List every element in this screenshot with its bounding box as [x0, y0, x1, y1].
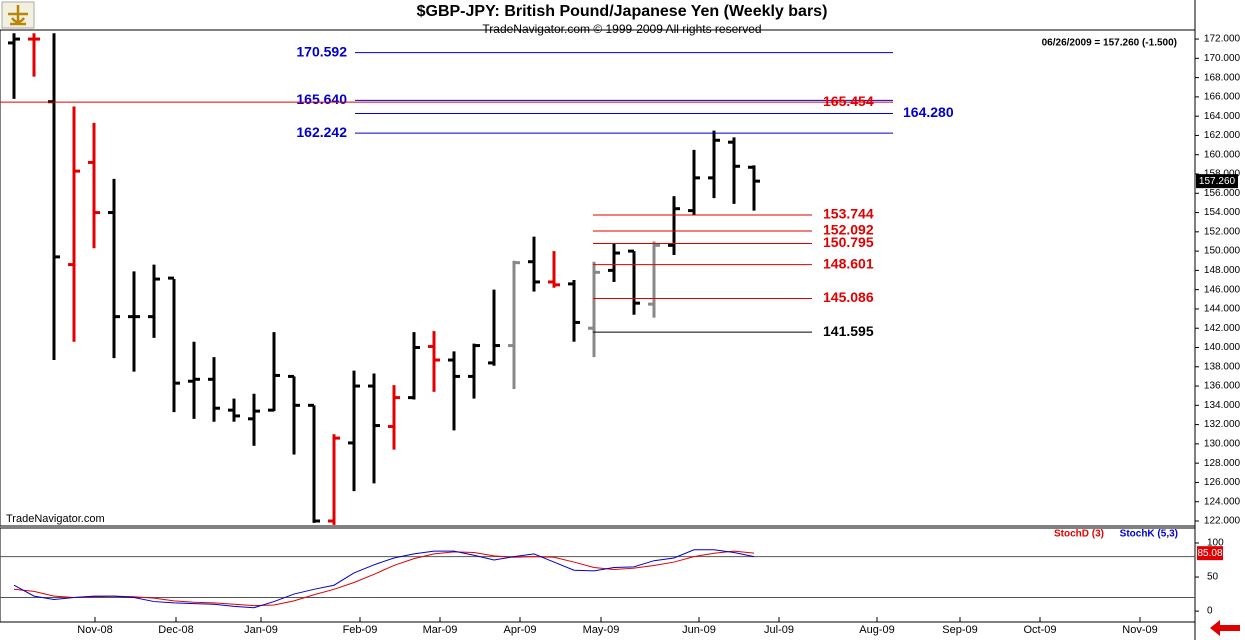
level-label: 162.242	[296, 124, 347, 140]
level-label: 141.595	[823, 323, 874, 339]
y-tick-label: 138.000	[1204, 361, 1241, 372]
y-tick-label: 134.000	[1204, 400, 1241, 411]
y-tick-label: 0	[1207, 606, 1213, 617]
x-tick-label: Jan-09	[244, 624, 278, 636]
x-tick-label: Nov-08	[77, 624, 112, 636]
y-tick-label: 146.000	[1204, 284, 1241, 295]
stoch-line	[13, 550, 755, 607]
x-tick-label: Mar-09	[423, 624, 458, 636]
y-tick-label: 170.000	[1204, 53, 1241, 64]
last-price-label: 157.260	[1199, 176, 1236, 187]
level-label: 153.744	[823, 206, 874, 222]
legend-entry: StochD (3)	[1054, 529, 1104, 540]
y-tick-label: 166.000	[1204, 92, 1241, 103]
level-label: 150.795	[823, 234, 874, 250]
x-tick-label: Apr-09	[503, 624, 536, 636]
y-tick-label: 148.000	[1204, 265, 1241, 276]
last-value-box	[1197, 546, 1223, 561]
y-tick-label: 152.000	[1204, 226, 1241, 237]
y-tick-label: 124.000	[1204, 496, 1241, 507]
chart-subtitle: TradeNavigator.com © 1999-2009 All right…	[482, 22, 761, 36]
level-label: 148.601	[823, 255, 874, 271]
y-tick-label: 136.000	[1204, 381, 1241, 392]
x-tick-label: Aug-09	[859, 624, 894, 636]
y-tick-label: 126.000	[1204, 477, 1241, 488]
last-price-box	[1196, 174, 1238, 189]
last-value-label: 85.08	[1197, 548, 1222, 559]
y-tick-label: 156.000	[1204, 188, 1241, 199]
x-tick-label: Feb-09	[343, 624, 378, 636]
level-label: 165.454	[823, 93, 874, 109]
y-tick-label: 128.000	[1204, 458, 1241, 469]
y-tick-label: 162.000	[1204, 130, 1241, 141]
x-tick-label: Jul-09	[764, 624, 794, 636]
y-tick-label: 150.000	[1204, 246, 1241, 257]
x-tick-label: Oct-09	[1023, 624, 1056, 636]
x-tick-label: May-09	[583, 624, 620, 636]
last-quote: 06/26/2009 = 157.260 (-1.500)	[1042, 38, 1177, 49]
y-tick-label: 160.000	[1204, 149, 1241, 160]
logo-icon	[1, 1, 35, 29]
stoch-line	[13, 549, 755, 609]
y-tick-label: 164.000	[1204, 111, 1241, 122]
watermark: TradeNavigator.com	[6, 513, 105, 525]
y-tick-label: 140.000	[1204, 342, 1241, 353]
chart-title: $GBP-JPY: British Pound/Japanese Yen (We…	[417, 3, 828, 20]
legend-entry: StochK (5,3)	[1120, 529, 1178, 540]
y-tick-label: 100	[1207, 538, 1224, 549]
level-label: 152.092	[823, 222, 874, 238]
level-label: 164.280	[903, 104, 954, 120]
y-tick-label: 142.000	[1204, 323, 1241, 334]
y-tick-label: 168.000	[1204, 72, 1241, 83]
y-tick-label: 172.000	[1204, 34, 1241, 45]
y-tick-label: 122.000	[1204, 516, 1241, 527]
bars-group	[8, 33, 760, 525]
x-tick-label: Jun-09	[682, 624, 716, 636]
y-tick-label: 144.000	[1204, 304, 1241, 315]
scroll-arrow[interactable]	[1210, 620, 1240, 636]
y-tick-label: 132.000	[1204, 419, 1241, 430]
y-tick-label: 130.000	[1204, 439, 1241, 450]
level-label: 165.640	[296, 91, 347, 107]
x-tick-label: Dec-08	[158, 624, 193, 636]
level-label: 170.592	[296, 43, 347, 59]
level-label: 145.086	[823, 289, 874, 305]
y-tick-label: 154.000	[1204, 207, 1241, 218]
x-tick-label: Sep-09	[942, 624, 977, 636]
x-tick-label: Nov-09	[1122, 624, 1157, 636]
y-tick-label: 50	[1207, 572, 1219, 583]
